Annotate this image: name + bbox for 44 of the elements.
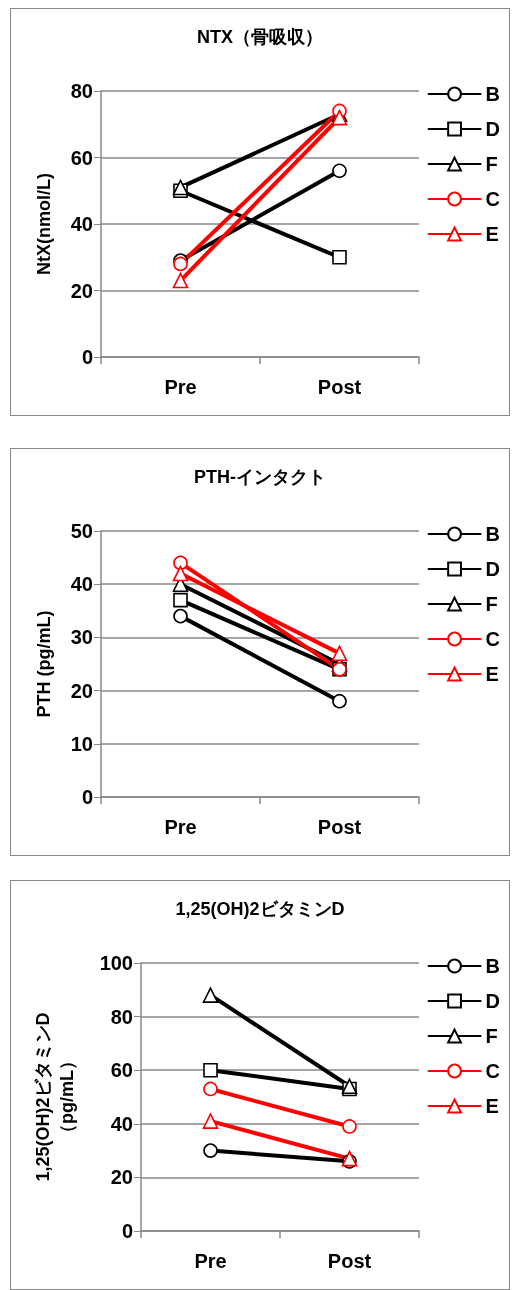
legend-label: D (485, 558, 501, 580)
y-tick-label: 40 (70, 573, 93, 596)
y-tick-label: 100 (99, 952, 133, 974)
y-axis-title: 1,25(OH)2ビタミンD （pg/mL） (33, 1012, 77, 1182)
y-tick-label: 20 (70, 279, 93, 302)
y-tick-label: 10 (70, 732, 93, 755)
y-axis-title: PTH (pg/mL) (34, 610, 54, 718)
y-tick-label: 0 (81, 786, 93, 808)
y-tick-label: 60 (110, 1059, 133, 1082)
y-axis-title: NtX(nmol/L) (34, 173, 54, 275)
legend-label: B (485, 523, 501, 545)
y-tick-label: 20 (70, 679, 93, 702)
legend-label: D (485, 118, 501, 140)
x-tick-label: Pre (164, 376, 197, 398)
legend-label: C (485, 188, 501, 210)
legend-label: E (485, 663, 499, 685)
legend-label: F (485, 593, 498, 615)
legend-label: C (485, 628, 501, 650)
x-tick-label: Post (317, 816, 362, 838)
legend-label: B (485, 955, 501, 977)
chart-title: PTH-インタクト (194, 467, 326, 487)
legend-label: F (485, 1025, 498, 1047)
y-tick-label: 80 (110, 1005, 133, 1028)
y-tick-label: 40 (110, 1112, 133, 1135)
legend-label: E (485, 1095, 499, 1117)
x-tick-label: Pre (194, 1250, 227, 1272)
y-tick-label: 0 (121, 1220, 133, 1242)
y-tick-label: 80 (70, 80, 93, 102)
chart-title: 1,25(OH)2ビタミンD (175, 899, 345, 919)
legend-label: E (485, 223, 499, 245)
y-tick-label: 20 (110, 1166, 133, 1189)
legend-label: F (485, 153, 498, 175)
legend-label: B (485, 83, 501, 105)
y-tick-label: 60 (70, 146, 93, 169)
legend-label: C (485, 1060, 501, 1082)
y-tick-label: 40 (70, 213, 93, 235)
y-tick-label: 0 (81, 346, 93, 368)
y-tick-label: 30 (70, 626, 93, 649)
chart-title: NTX（骨吸収） (197, 27, 323, 47)
legend-label: D (485, 990, 501, 1012)
x-tick-label: Pre (164, 816, 197, 838)
x-tick-label: Post (327, 1250, 372, 1272)
x-tick-label: Post (317, 376, 362, 398)
y-tick-label: 50 (70, 520, 93, 542)
